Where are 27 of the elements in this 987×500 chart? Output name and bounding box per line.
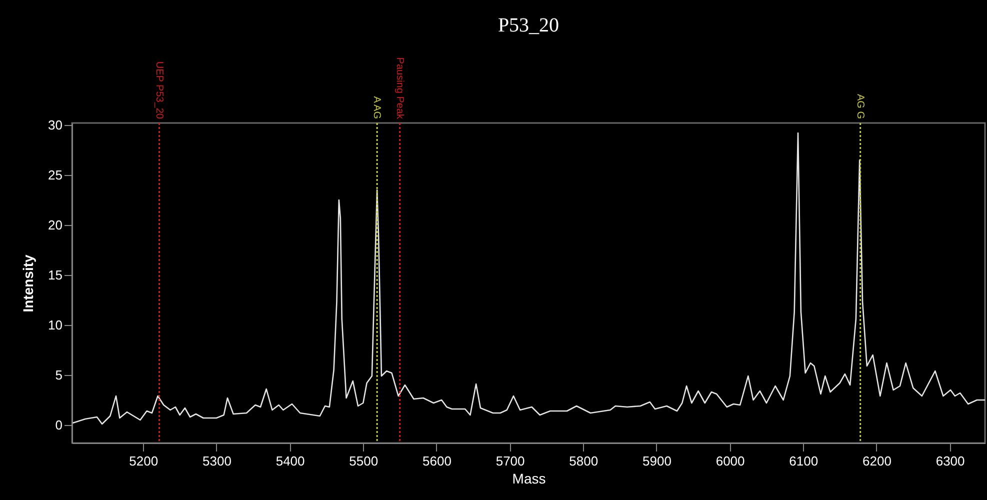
y-tick-label: 0	[55, 418, 62, 432]
y-tick-label: 25	[48, 168, 62, 182]
ref-line-label: A AG	[371, 96, 382, 120]
x-tick-label: 5300	[202, 454, 232, 468]
x-tick-label: 6000	[716, 454, 745, 468]
chart-title: P53_20	[498, 14, 560, 36]
x-tick-label: 5700	[496, 454, 525, 468]
x-tick-label: 6300	[936, 454, 965, 468]
y-tick-label: 15	[48, 268, 62, 282]
ref-line-label: UEP P53_20	[153, 61, 164, 120]
x-tick-label: 6100	[789, 454, 818, 468]
x-tick-label: 6200	[862, 454, 892, 468]
y-tick-label: 20	[48, 218, 62, 232]
y-tick-label: 10	[48, 318, 62, 332]
y-tick-label: 30	[48, 118, 62, 132]
ref-line-label: Pausing Peak	[394, 57, 405, 120]
x-tick-label: 5600	[422, 454, 452, 468]
line-series	[72, 132, 986, 425]
x-tick-label: 5400	[276, 454, 305, 468]
x-tick-label: 5900	[642, 454, 672, 468]
x-axis-title: Mass	[512, 470, 546, 486]
x-tick-label: 5800	[569, 454, 598, 468]
ref-line-label: AG G	[854, 94, 866, 120]
y-tick-label: 5	[55, 368, 62, 382]
y-axis-title: Intensity	[20, 254, 36, 312]
x-tick-label: 5200	[129, 454, 158, 468]
x-tick-label: 5500	[349, 454, 378, 468]
